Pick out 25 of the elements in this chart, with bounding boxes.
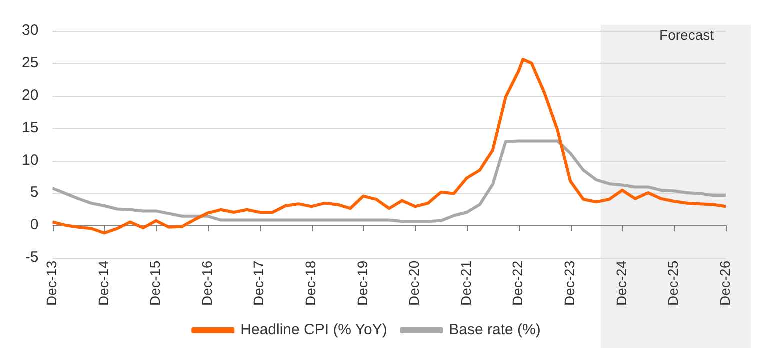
x-tick-label: Dec-23 [561,260,578,306]
x-tick-label: Dec-16 [198,260,215,306]
x-tick-label: Dec-19 [354,260,370,306]
y-tick-label: 0 [30,216,39,234]
legend-label: Base rate (%) [449,322,541,339]
x-tick-label: Dec-17 [250,260,267,306]
x-tick-label: Dec-21 [458,260,474,306]
x-tick-label: Dec-15 [147,260,164,306]
x-tick-label: Dec-25 [665,260,682,306]
y-tick-label: 25 [22,54,39,72]
x-tick-label: Dec-24 [613,260,630,306]
y-tick-label: -5 [25,249,39,266]
band-label: Forecast [660,26,714,43]
legend-label: Headline CPI (% YoY) [240,322,388,339]
x-tick-label: Dec-13 [44,260,60,306]
x-tick-label: Dec-26 [716,260,733,306]
y-tick-label: 5 [30,184,39,202]
y-tick-label: 10 [22,152,39,169]
x-tick-label: Dec-14 [95,260,112,306]
x-tick-label: Dec-22 [510,260,526,306]
y-tick-label: 20 [22,86,39,104]
y-tick-label: 15 [22,119,39,136]
y-tick-label: 30 [22,22,39,40]
x-tick-label: Dec-20 [406,260,422,306]
x-tick-label: Dec-18 [302,260,319,306]
